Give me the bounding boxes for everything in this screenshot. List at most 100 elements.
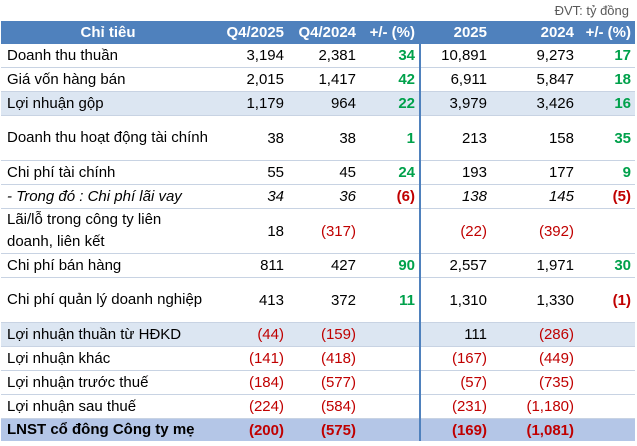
cell-q4-2025: 811 xyxy=(215,253,288,278)
cell-y2024: (1,081) xyxy=(491,418,578,441)
row-label: Chi phí bán hàng xyxy=(1,253,215,278)
cell-pct-quarter: (6) xyxy=(360,184,421,209)
cell-pct-year xyxy=(578,418,635,441)
cell-y2025: 3,979 xyxy=(420,91,491,116)
cell-pct-quarter xyxy=(360,418,421,441)
unit-note: ĐVT: tỷ đồng xyxy=(554,3,629,18)
cell-q4-2024: (159) xyxy=(288,322,360,347)
cell-pct-year: 9 xyxy=(578,160,635,185)
cell-y2025: 193 xyxy=(420,160,491,185)
cell-y2025: (167) xyxy=(420,346,491,371)
table-row: Chi phí tài chính 55 45 24 193 177 9 xyxy=(1,160,635,185)
cell-pct-year: 30 xyxy=(578,253,635,278)
cell-y2024: (735) xyxy=(491,370,578,395)
row-label: Lợi nhuận khác xyxy=(1,346,215,371)
cell-y2025: 6,911 xyxy=(420,67,491,92)
cell-pct-quarter: 22 xyxy=(360,91,421,116)
header-label: Chỉ tiêu xyxy=(1,21,215,44)
cell-pct-quarter: 42 xyxy=(360,67,421,92)
cell-y2025: 213 xyxy=(420,115,491,161)
header-q4-2025: Q4/2025 xyxy=(215,21,288,44)
cell-y2024: 177 xyxy=(491,160,578,185)
cell-q4-2025: (224) xyxy=(215,394,288,419)
row-label: Chi phí tài chính xyxy=(1,160,215,185)
cell-y2024: 158 xyxy=(491,115,578,161)
cell-q4-2025: 2,015 xyxy=(215,67,288,92)
row-label: Lợi nhuận trước thuế xyxy=(1,370,215,395)
cell-q4-2024: 427 xyxy=(288,253,360,278)
cell-y2024: (449) xyxy=(491,346,578,371)
cell-q4-2025: 55 xyxy=(215,160,288,185)
cell-pct-year xyxy=(578,346,635,371)
row-label: Chi phí quản lý doanh nghiệp xyxy=(1,277,215,323)
cell-pct-quarter xyxy=(360,346,421,371)
cell-q4-2024: 38 xyxy=(288,115,360,161)
cell-y2024: 1,971 xyxy=(491,253,578,278)
table-row: Chi phí quản lý doanh nghiệp 413 372 11 1,31… xyxy=(1,277,635,323)
table-row: Chi phí bán hàng 811 427 90 2,557 1,971 30 xyxy=(1,253,635,278)
cell-q4-2024: 2,381 xyxy=(288,44,360,68)
cell-q4-2025: 3,194 xyxy=(215,44,288,68)
cell-q4-2024: 45 xyxy=(288,160,360,185)
cell-pct-year xyxy=(578,370,635,395)
cell-q4-2024: (418) xyxy=(288,346,360,371)
cell-q4-2025: 413 xyxy=(215,277,288,323)
cell-y2024: 5,847 xyxy=(491,67,578,92)
table-row: Lợi nhuận khác (141) (418) (167) (449) xyxy=(1,346,635,371)
table-row: - Trong đó : Chi phí lãi vay 34 36 (6) 138 14… xyxy=(1,184,635,209)
cell-y2025: 138 xyxy=(420,184,491,209)
cell-pct-quarter: 24 xyxy=(360,160,421,185)
cell-pct-quarter: 34 xyxy=(360,44,421,68)
cell-y2025: 2,557 xyxy=(420,253,491,278)
cell-pct-quarter xyxy=(360,208,421,254)
table-row: Doanh thu hoạt động tài chính 38 38 1 213 158… xyxy=(1,115,635,161)
table-row: LNST cổ đông Công ty mẹ (200) (575) (169) (1… xyxy=(1,418,635,441)
cell-pct-year xyxy=(578,394,635,419)
cell-q4-2024: (575) xyxy=(288,418,360,441)
cell-y2025: 10,891 xyxy=(420,44,491,68)
header-pct-year: +/- (%) xyxy=(578,21,635,44)
cell-pct-quarter: 11 xyxy=(360,277,421,323)
table-row: Lợi nhuận trước thuế (184) (577) (57) (735) xyxy=(1,370,635,395)
table-row: Lợi nhuận sau thuế (224) (584) (231) (1,180) xyxy=(1,394,635,419)
row-label: Lợi nhuận thuần từ HĐKD xyxy=(1,322,215,347)
header-pct-quarter: +/- (%) xyxy=(360,21,421,44)
cell-pct-year xyxy=(578,322,635,347)
cell-pct-year: (1) xyxy=(578,277,635,323)
cell-q4-2024: 964 xyxy=(288,91,360,116)
cell-q4-2024: 372 xyxy=(288,277,360,323)
cell-y2024: 145 xyxy=(491,184,578,209)
cell-pct-year: 35 xyxy=(578,115,635,161)
cell-pct-year xyxy=(578,208,635,254)
cell-q4-2025: (200) xyxy=(215,418,288,441)
cell-pct-quarter xyxy=(360,394,421,419)
header-q4-2024: Q4/2024 xyxy=(288,21,360,44)
cell-y2025: (57) xyxy=(420,370,491,395)
cell-y2024: (392) xyxy=(491,208,578,254)
table-row: Giá vốn hàng bán 2,015 1,417 42 6,911 5,847 18 xyxy=(1,67,635,92)
cell-y2024: (286) xyxy=(491,322,578,347)
row-label: Lợi nhuận sau thuế xyxy=(1,394,215,419)
table-row: Lợi nhuận gộp 1,179 964 22 3,979 3,426 16 xyxy=(1,91,635,116)
cell-pct-year: 18 xyxy=(578,67,635,92)
cell-q4-2024: (584) xyxy=(288,394,360,419)
table-row: Lợi nhuận thuần từ HĐKD (44) (159) 111 (286) xyxy=(1,322,635,347)
cell-q4-2024: (317) xyxy=(288,208,360,254)
cell-y2025: (169) xyxy=(420,418,491,441)
cell-y2024: 9,273 xyxy=(491,44,578,68)
cell-pct-year: 16 xyxy=(578,91,635,116)
cell-y2025: 1,310 xyxy=(420,277,491,323)
cell-y2024: 1,330 xyxy=(491,277,578,323)
cell-q4-2025: 38 xyxy=(215,115,288,161)
cell-q4-2024: 36 xyxy=(288,184,360,209)
row-label: - Trong đó : Chi phí lãi vay xyxy=(1,184,215,209)
cell-q4-2025: 18 xyxy=(215,208,288,254)
cell-y2025: (22) xyxy=(420,208,491,254)
cell-pct-quarter xyxy=(360,322,421,347)
row-label: Giá vốn hàng bán xyxy=(1,67,215,92)
header-2024: 2024 xyxy=(491,21,578,44)
cell-y2025: 111 xyxy=(420,322,491,347)
cell-q4-2025: (44) xyxy=(215,322,288,347)
cell-q4-2024: (577) xyxy=(288,370,360,395)
table-header-row: Chỉ tiêu Q4/2025 Q4/2024 +/- (%) 2025 20… xyxy=(1,21,635,44)
